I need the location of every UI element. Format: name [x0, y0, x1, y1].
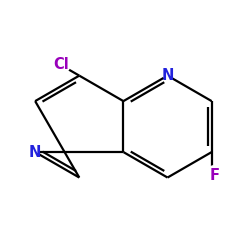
- Text: Cl: Cl: [53, 57, 69, 72]
- Text: N: N: [161, 68, 174, 83]
- Circle shape: [164, 72, 171, 80]
- Text: F: F: [209, 168, 219, 182]
- Circle shape: [52, 55, 70, 73]
- Text: N: N: [29, 144, 41, 160]
- Circle shape: [31, 148, 39, 156]
- Circle shape: [205, 166, 224, 184]
